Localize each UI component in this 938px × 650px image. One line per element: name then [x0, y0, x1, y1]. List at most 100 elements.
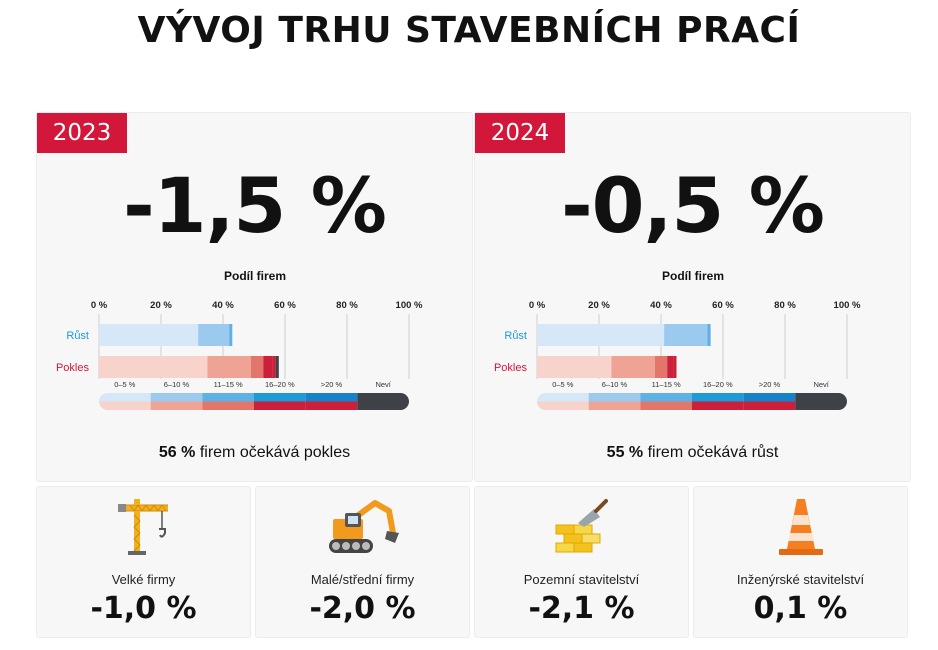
card-label: Velké firmy: [111, 572, 176, 587]
share-chart-svg: Podíl firem 0 % 20 % 40 % 60 % 80 % 100 % Růst P…: [56, 269, 423, 410]
x-tick-label: 100 %: [834, 300, 861, 311]
legend-swatch-growth: [743, 393, 796, 402]
bar-segment: [263, 356, 273, 378]
bar-segment: [707, 324, 711, 346]
legend-scale: [99, 393, 409, 410]
bar-segment: [654, 356, 668, 378]
legend-label: 11–15 %: [214, 380, 243, 389]
summary-text: 56 % firem očekává pokles: [37, 444, 472, 462]
bar-segment: [99, 324, 199, 346]
legend-label: 6–10 %: [602, 380, 628, 389]
x-tick-label: 60 %: [712, 300, 734, 311]
x-tick-label: 100 %: [396, 300, 423, 311]
legend-swatch-decline: [743, 401, 796, 410]
x-tick-label: 0 %: [91, 300, 108, 311]
bar-segment: [667, 356, 674, 378]
crane-icon: [37, 495, 250, 559]
summary-percent: 55 %: [606, 444, 644, 461]
legend-swatch-unknown: [357, 393, 409, 410]
card-civil-engineering: Inženýrské stavitelství 0,1 %: [693, 486, 908, 638]
forecast-value: -0,5 %: [561, 161, 825, 250]
legend-swatch-decline: [305, 401, 358, 410]
legend-swatch-decline: [99, 401, 151, 410]
legend-label: 0–5 %: [552, 380, 574, 389]
summary-percent: 56 %: [158, 444, 196, 461]
summary-label: firem očekává pokles: [199, 444, 351, 461]
panel-2024: 2024 -0,5 % Podíl firem 0 % 20 % 40 % 60 % 80…: [474, 112, 911, 482]
legend-label: Neví: [813, 380, 829, 389]
legend-swatch-decline: [640, 401, 692, 410]
x-tick-label: 40 %: [212, 300, 234, 311]
panel-2023: 2023 -1,5 % Podíl firem 0 % 20 % 40 % 60 % 80…: [36, 112, 473, 482]
card-small-medium-firms: Malé/střední firmy -2,0 %: [255, 486, 470, 638]
legend-swatch-decline: [254, 401, 306, 410]
bar-segment: [673, 356, 677, 378]
excavator-icon: [256, 495, 469, 559]
share-chart: Podíl firem 0 % 20 % 40 % 60 % 80 % 100 % Růst P…: [475, 263, 912, 433]
bar-segment: [611, 356, 655, 378]
legend-label: Neví: [375, 380, 391, 389]
legend-label: >20 %: [759, 380, 781, 389]
bar-segment: [664, 324, 708, 346]
summary-label: firem očekává růst: [647, 444, 779, 461]
legend-swatch-growth: [254, 393, 306, 402]
legend-swatch-growth: [305, 393, 358, 402]
legend-swatch-growth: [692, 393, 744, 402]
legend-swatch-decline: [202, 401, 254, 410]
card-value: -1,0 %: [90, 591, 197, 626]
legend-swatch-growth: [640, 393, 692, 402]
bar-segment: [537, 324, 665, 346]
category-label: Růst: [504, 330, 527, 342]
bar-segment: [207, 356, 251, 378]
bar-segment: [272, 356, 276, 378]
bar-segment: [198, 324, 230, 346]
x-tick-label: 20 %: [588, 300, 610, 311]
share-chart: Podíl firem 0 % 20 % 40 % 60 % 80 % 100 % Růst P…: [37, 263, 474, 433]
legend-label: 0–5 %: [114, 380, 136, 389]
legend-label: 11–15 %: [652, 380, 681, 389]
category-label: Pokles: [56, 362, 90, 374]
category-label: Růst: [66, 330, 89, 342]
legend-swatch-decline: [588, 401, 641, 410]
year-badge: 2023: [37, 113, 127, 153]
x-tick-label: 40 %: [650, 300, 672, 311]
page-title: VÝVOJ TRHU STAVEBNÍCH PRACÍ: [137, 10, 801, 51]
chart-title: Podíl firem: [224, 269, 286, 283]
traffic-cone-icon: [694, 495, 907, 559]
legend-swatch-decline: [537, 401, 589, 410]
card-label: Inženýrské stavitelství: [736, 572, 865, 587]
legend-swatch-growth: [588, 393, 641, 402]
legend-swatch-decline: [692, 401, 744, 410]
legend-swatch-growth: [202, 393, 254, 402]
legend-label: 16–20 %: [703, 380, 733, 389]
legend-label: >20 %: [321, 380, 343, 389]
card-label: Pozemní stavitelství: [523, 572, 640, 587]
legend-label: 16–20 %: [265, 380, 295, 389]
card-value: 0,1 %: [753, 591, 848, 626]
legend-label: 6–10 %: [164, 380, 190, 389]
category-label: Pokles: [494, 362, 528, 374]
card-label: Malé/střední firmy: [310, 572, 415, 587]
x-tick-label: 0 %: [529, 300, 546, 311]
summary-text: 55 % firem očekává růst: [475, 444, 910, 462]
legend-scale: [537, 393, 847, 410]
forecast-value: -1,5 %: [123, 161, 387, 250]
year-badge: 2024: [475, 113, 565, 153]
bar-segment: [250, 356, 264, 378]
x-tick-label: 80 %: [774, 300, 796, 311]
share-chart-svg: Podíl firem 0 % 20 % 40 % 60 % 80 % 100 % Růst P…: [494, 269, 861, 410]
card-value: -2,0 %: [309, 591, 416, 626]
bar-segment: [537, 356, 612, 378]
legend-swatch-decline: [150, 401, 203, 410]
card-large-firms: Velké firmy -1,0 %: [36, 486, 251, 638]
bricks-trowel-icon: [475, 495, 688, 559]
x-tick-label: 80 %: [336, 300, 358, 311]
bar-segment: [99, 356, 208, 378]
x-tick-label: 20 %: [150, 300, 172, 311]
bar-segment: [229, 324, 233, 346]
x-tick-label: 60 %: [274, 300, 296, 311]
legend-swatch-growth: [537, 393, 589, 402]
legend-swatch-growth: [99, 393, 151, 402]
legend-swatch-unknown: [795, 393, 847, 410]
bar-segment: [275, 356, 279, 378]
